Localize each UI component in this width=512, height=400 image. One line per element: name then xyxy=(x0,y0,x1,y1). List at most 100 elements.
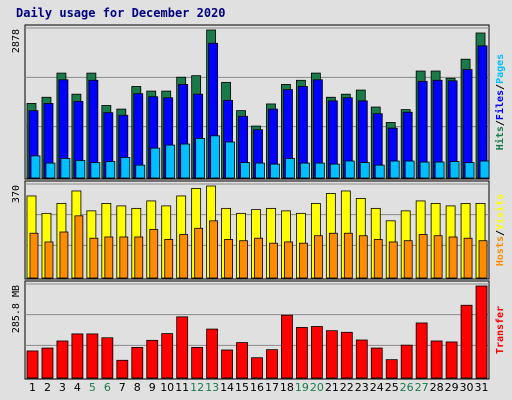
side-label-part: Transfer xyxy=(495,306,506,354)
x-tick-label-30: 30 xyxy=(460,381,474,394)
bar-hosts-28 xyxy=(433,235,443,279)
bar-transfer-28 xyxy=(430,340,443,379)
bar-hosts-13 xyxy=(209,220,219,279)
bar-hosts-11 xyxy=(179,234,189,279)
panel-frame-1 xyxy=(24,24,490,180)
x-tick-label-8: 8 xyxy=(134,381,141,394)
x-tick-label-23: 23 xyxy=(355,381,369,394)
bar-hosts-3 xyxy=(59,231,69,279)
side-label-part: / xyxy=(495,230,506,236)
bar-transfer-14 xyxy=(221,349,233,379)
bar-pages-20 xyxy=(314,162,325,179)
chart-title: Daily usage for December 2020 xyxy=(16,6,226,20)
bar-pages-30 xyxy=(464,162,475,179)
x-tick-label-6: 6 xyxy=(104,381,111,394)
bar-pages-12 xyxy=(195,138,206,179)
x-tick-label-12: 12 xyxy=(190,381,204,394)
bar-transfer-26 xyxy=(400,344,413,379)
x-tick-label-15: 15 xyxy=(235,381,249,394)
side-label-1: Hits/Files/Pages xyxy=(494,54,506,150)
bar-pages-11 xyxy=(180,143,191,179)
x-tick-label-2: 2 xyxy=(44,381,51,394)
x-tick-label-26: 26 xyxy=(400,381,414,394)
bar-pages-29 xyxy=(449,161,460,179)
bar-pages-3 xyxy=(60,158,71,179)
bar-pages-19 xyxy=(300,162,310,179)
bar-transfer-19 xyxy=(296,327,308,379)
bar-transfer-25 xyxy=(385,359,398,379)
bar-hosts-10 xyxy=(164,239,174,279)
bar-transfer-13 xyxy=(206,328,219,379)
bar-pages-31 xyxy=(479,160,490,179)
side-label-part: Hits xyxy=(494,126,506,150)
bar-transfer-5 xyxy=(86,333,99,379)
bar-pages-4 xyxy=(75,160,86,179)
bar-transfer-4 xyxy=(71,333,84,379)
bar-hosts-5 xyxy=(89,237,99,279)
bar-pages-23 xyxy=(359,162,370,179)
x-tick-label-22: 22 xyxy=(340,381,354,394)
x-tick-label-5: 5 xyxy=(89,381,96,394)
bar-transfer-22 xyxy=(340,331,353,379)
x-tick-label-16: 16 xyxy=(250,381,264,394)
y-max-label-3: 285.8 MB xyxy=(11,285,22,333)
bar-hosts-9 xyxy=(149,229,159,279)
bar-hosts-24 xyxy=(373,239,383,279)
bar-transfer-20 xyxy=(310,326,323,379)
y-max-label-1: 2878 xyxy=(11,29,22,53)
bar-pages-7 xyxy=(120,157,131,179)
side-label-part: / xyxy=(495,84,506,90)
x-tick-label-17: 17 xyxy=(265,381,279,394)
bar-hosts-14 xyxy=(224,239,233,279)
x-tick-label-29: 29 xyxy=(445,381,459,394)
bar-hosts-30 xyxy=(463,237,473,279)
bar-transfer-7 xyxy=(116,359,129,379)
x-tick-label-7: 7 xyxy=(119,381,126,394)
bar-hosts-22 xyxy=(343,232,353,279)
bar-hosts-29 xyxy=(448,236,458,279)
bar-transfer-6 xyxy=(101,337,114,379)
bar-hosts-2 xyxy=(44,241,54,279)
x-tick-label-11: 11 xyxy=(175,381,189,394)
bar-pages-10 xyxy=(165,144,176,179)
side-label-part: Visits xyxy=(494,194,506,230)
bar-pages-22 xyxy=(344,160,355,179)
bar-transfer-27 xyxy=(415,322,428,379)
x-tick-label-28: 28 xyxy=(430,381,444,394)
bar-pages-5 xyxy=(90,162,101,179)
bar-hosts-4 xyxy=(74,215,84,279)
bar-transfer-2 xyxy=(41,347,54,379)
bar-pages-18 xyxy=(285,158,295,179)
x-tick-label-18: 18 xyxy=(280,381,294,394)
bar-pages-8 xyxy=(135,164,146,179)
side-label-part: Files xyxy=(494,90,506,120)
bar-hosts-6 xyxy=(104,236,114,279)
bar-pages-14 xyxy=(225,141,235,179)
bar-pages-21 xyxy=(329,163,340,179)
bar-hosts-15 xyxy=(239,240,248,279)
side-label-2: Hosts/Visits xyxy=(494,194,506,266)
bar-transfer-24 xyxy=(370,347,383,379)
bar-transfer-9 xyxy=(146,339,159,379)
bar-transfer-10 xyxy=(161,333,174,379)
panel-frame-3 xyxy=(24,280,490,380)
bar-pages-2 xyxy=(45,162,56,179)
bar-pages-15 xyxy=(240,162,250,179)
bar-hosts-26 xyxy=(403,240,413,279)
bar-transfer-3 xyxy=(56,340,69,379)
panel-frame-2 xyxy=(24,180,490,280)
side-label-part: Hosts xyxy=(495,236,506,266)
bar-pages-24 xyxy=(374,164,385,179)
bar-hosts-21 xyxy=(328,232,338,279)
bar-transfer-12 xyxy=(191,347,204,379)
bar-files-30 xyxy=(462,69,473,179)
bar-pages-6 xyxy=(105,161,116,179)
bar-transfer-31 xyxy=(475,285,488,379)
y-max-label-2: 370 xyxy=(11,185,22,203)
x-tick-label-24: 24 xyxy=(370,381,384,394)
x-tick-label-14: 14 xyxy=(220,381,234,394)
bar-pages-26 xyxy=(404,160,415,179)
bar-pages-28 xyxy=(434,161,445,179)
x-tick-label-9: 9 xyxy=(149,381,156,394)
